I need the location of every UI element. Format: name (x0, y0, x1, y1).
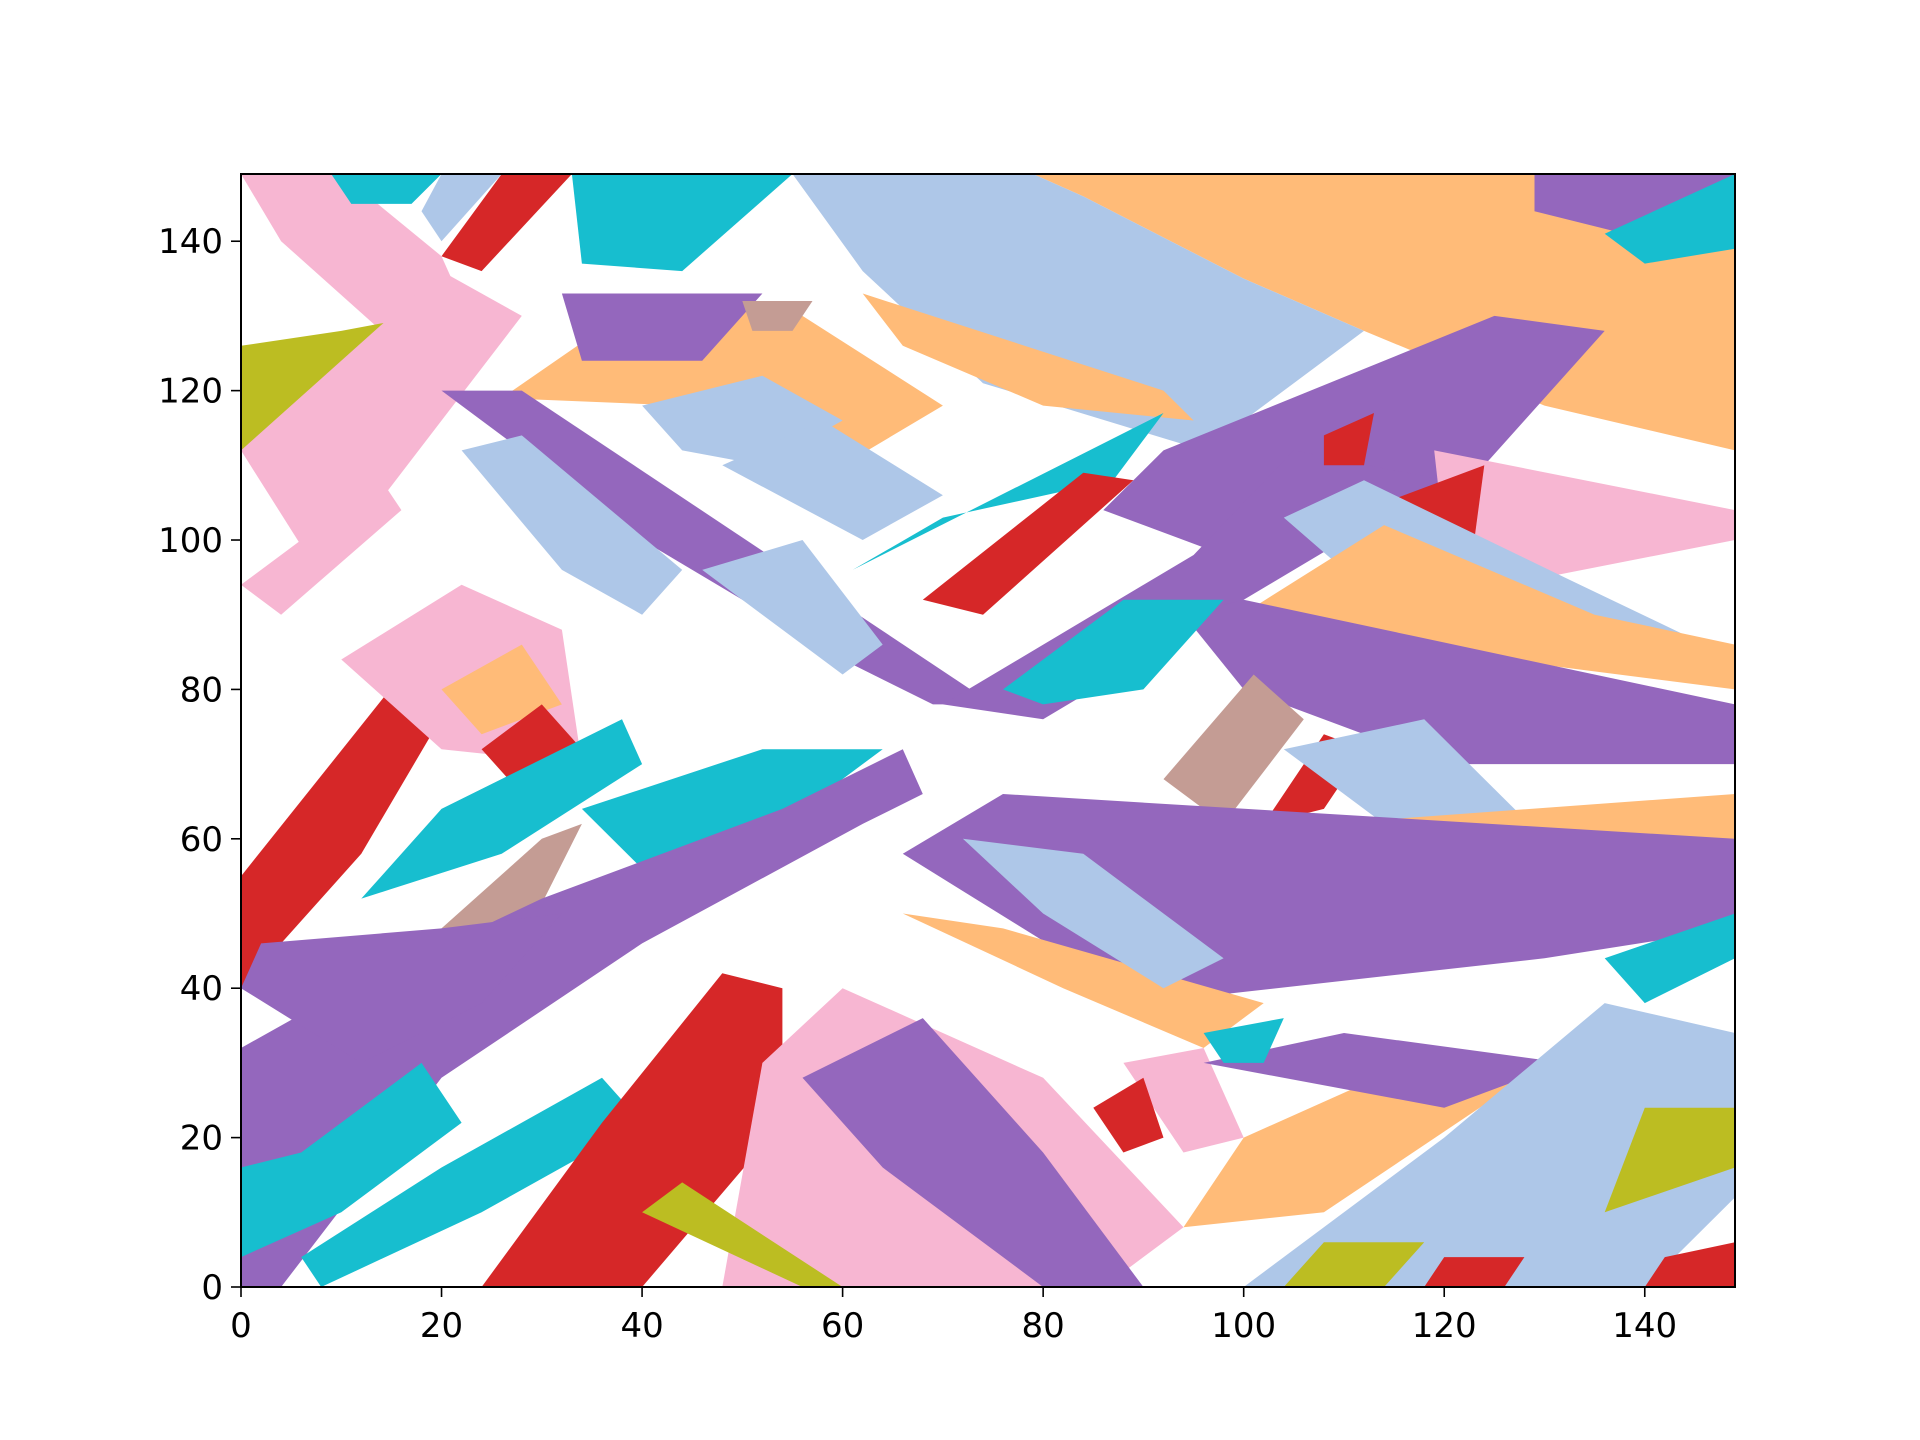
region-brown-14 (742, 301, 813, 331)
x-tick-label-20: 20 (420, 1306, 463, 1346)
y-tick-label-20: 20 (180, 1119, 223, 1159)
region-pink-24 (1434, 450, 1735, 578)
region-olive-61 (642, 1182, 843, 1287)
y-tick-label-40: 40 (180, 969, 223, 1009)
region-cyan-30 (1003, 599, 1224, 705)
x-tick-label-0: 0 (230, 1306, 252, 1346)
x-tick-label-120: 120 (1412, 1306, 1477, 1346)
region-red-40 (481, 704, 582, 794)
region-red-62 (1093, 1077, 1164, 1153)
region-light_blue-22 (461, 435, 683, 615)
region-olive-64 (1283, 1242, 1425, 1287)
region-pink-10 (241, 271, 522, 578)
region-olive-58 (1604, 1107, 1735, 1213)
region-light_blue-53 (962, 838, 1224, 989)
x-tick-label-80: 80 (1022, 1306, 1065, 1346)
region-orange-15 (862, 293, 1194, 421)
x-tick-label-60: 60 (821, 1306, 864, 1346)
y-tick-label-120: 120 (158, 372, 223, 412)
region-red-65 (1424, 1257, 1525, 1287)
x-axis: 0 20 40 60 80 100 120 140 (230, 1287, 1677, 1346)
region-purple-46 (241, 913, 562, 1063)
region-red-26 (1323, 413, 1374, 466)
region-cyan-8 (1604, 174, 1735, 264)
region-light_blue-23 (702, 540, 883, 675)
region-purple-56 (1203, 1033, 1565, 1108)
region-orange-28 (1253, 525, 1735, 690)
region-purple-45 (241, 749, 923, 1287)
x-tick-label-140: 140 (1612, 1306, 1677, 1346)
region-cyan-59 (1604, 913, 1735, 1004)
region-pink-36 (241, 480, 402, 615)
x-tick-label-40: 40 (620, 1306, 663, 1346)
y-tick-label-0: 0 (201, 1268, 223, 1308)
heatmap-regions (241, 174, 1735, 1287)
plot-frame (240, 173, 1736, 1288)
region-purple-12 (561, 293, 763, 361)
region-purple-51 (802, 1018, 1144, 1287)
region-light_blue-27 (1283, 480, 1705, 645)
region-cyan-48 (301, 1077, 643, 1287)
region-cyan-47 (241, 1062, 462, 1258)
y-tick-label-60: 60 (180, 820, 223, 860)
region-red-18 (922, 472, 1134, 615)
region-light_blue-5 (421, 174, 502, 242)
region-brown-31 (1163, 674, 1304, 824)
region-orange-39 (441, 644, 562, 735)
region-red-4 (441, 174, 572, 272)
region-purple-29 (1183, 599, 1735, 765)
y-tick-label-80: 80 (180, 670, 223, 710)
region-light_blue-1 (792, 174, 1364, 451)
plot-area (241, 174, 1735, 1287)
region-cyan-3 (331, 174, 442, 204)
region-light_blue-16 (722, 420, 943, 540)
region-purple-7 (1534, 174, 1735, 234)
y-tick-label-100: 100 (158, 521, 223, 561)
region-cyan-63 (1203, 1018, 1284, 1063)
region-cyan-6 (571, 174, 793, 272)
region-orange-52 (902, 913, 1264, 1048)
y-tick-label-140: 140 (158, 222, 223, 262)
region-cyan-41 (361, 719, 643, 899)
y-axis: 0 20 40 60 80 100 120 140 (158, 222, 241, 1308)
x-tick-label-100: 100 (1211, 1306, 1276, 1346)
region-cyan-42 (581, 749, 883, 869)
region-light_blue-33 (1283, 719, 1545, 839)
region-pink-54 (1123, 1048, 1244, 1153)
region-red-60 (1644, 1242, 1735, 1287)
region-cyan-17 (852, 413, 1164, 570)
region-light_blue-57 (1243, 1003, 1735, 1287)
